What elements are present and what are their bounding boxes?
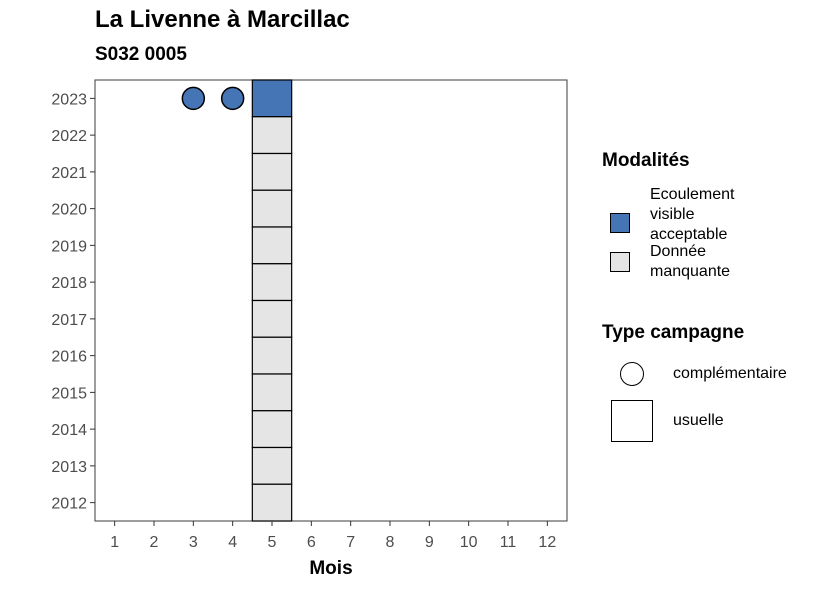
y-tick-label-2020: 2020: [51, 202, 87, 219]
y-tick-label-2022: 2022: [51, 128, 87, 145]
x-tick-label-3: 3: [189, 534, 198, 551]
heatmap-cell-2018-5: [251, 263, 293, 302]
x-tick-label-6: 6: [307, 534, 316, 551]
point-2023-3: [181, 86, 206, 111]
legend-circle-icon: [620, 362, 644, 386]
x-tick-label-4: 4: [228, 534, 237, 551]
x-tick-label-8: 8: [386, 534, 395, 551]
x-tick-label-12: 12: [538, 534, 556, 551]
chart-subtitle: S032 0005: [95, 44, 187, 65]
y-tick-label-2018: 2018: [51, 275, 87, 292]
legend-label-complementaire: complémentaire: [673, 365, 787, 382]
legend-swatch-ecoulement: [610, 213, 630, 233]
y-tick-label-2021: 2021: [51, 165, 87, 182]
heatmap-cell-2017-5: [251, 299, 293, 338]
x-tick-label-9: 9: [425, 534, 434, 551]
y-tick-label-2016: 2016: [51, 349, 87, 366]
y-tick-label-2019: 2019: [51, 238, 87, 255]
legend-campagne: Type campagne: [602, 322, 744, 344]
legend-square-icon: [611, 400, 653, 442]
heatmap-cell-2012-5: [251, 483, 293, 522]
y-tick-label-2014: 2014: [51, 422, 87, 439]
legend-modalites-title: Modalités: [602, 150, 690, 171]
legend-item-usuelle: usuelle: [602, 400, 724, 442]
heatmap-cell-2023-5: [251, 79, 293, 118]
y-tick-label-2023: 2023: [51, 91, 87, 108]
legend-campagne-title: Type campagne: [602, 322, 745, 343]
y-tick-label-2017: 2017: [51, 312, 87, 329]
x-tick-label-11: 11: [500, 534, 517, 551]
x-tick-label-5: 5: [268, 534, 277, 551]
y-tick-label-2012: 2012: [51, 496, 87, 513]
heatmap-cell-2022-5: [251, 116, 293, 155]
heatmap-cell-2019-5: [251, 226, 293, 265]
x-tick-label-10: 10: [460, 534, 478, 551]
heatmap-cell-2013-5: [251, 446, 293, 485]
legend-swatch-donnee-manquante: [610, 252, 630, 272]
legend-modalites: Modalités: [602, 150, 690, 172]
plot-panel: [94, 79, 568, 522]
y-tick-label-2015: 2015: [51, 385, 87, 402]
heatmap-cell-2016-5: [251, 336, 293, 375]
point-2023-4: [220, 86, 245, 111]
x-tick-label-7: 7: [346, 534, 355, 551]
legend-item-complementaire: complémentaire: [602, 362, 787, 386]
legend-label-usuelle: usuelle: [673, 412, 724, 429]
chart-title: La Livenne à Marcillac: [95, 6, 350, 33]
heatmap-cell-2021-5: [251, 152, 293, 191]
legend-label-ecoulement: Ecoulement visible acceptable: [650, 186, 735, 243]
legend-label-donnee-manquante: Donnée manquante: [650, 243, 731, 280]
legend-item-donnee-manquante: Donnée manquante: [602, 242, 770, 282]
x-tick-label-2: 2: [150, 534, 159, 551]
legend-item-ecoulement: Ecoulement visible acceptable: [602, 185, 770, 245]
heatmap-cell-2014-5: [251, 410, 293, 449]
heatmap-cell-2015-5: [251, 373, 293, 412]
x-axis-title: Mois: [309, 558, 352, 579]
x-tick-label-1: 1: [110, 534, 119, 551]
heatmap-cell-2020-5: [251, 189, 293, 228]
y-tick-label-2013: 2013: [51, 459, 87, 476]
